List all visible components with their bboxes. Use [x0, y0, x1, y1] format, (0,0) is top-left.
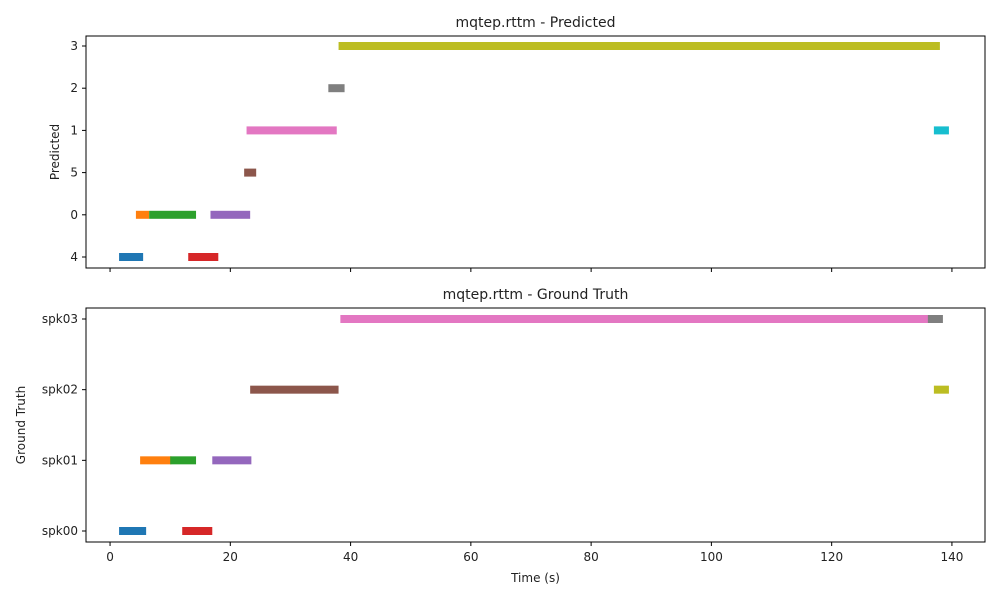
segment-bar-0-1: [135, 210, 150, 219]
y-tick-label: 1: [70, 123, 78, 137]
segment-bar-0-2: [149, 210, 197, 219]
segment-bar-2-7: [328, 84, 345, 93]
segment-bar-5-5: [244, 168, 257, 177]
segment-bar-3-8: [338, 42, 940, 50]
x-tick-label: 100: [700, 550, 723, 564]
x-tick-label: 20: [223, 550, 238, 564]
x-tick-label: 120: [820, 550, 843, 564]
y-axis-label: Ground Truth: [14, 386, 28, 464]
x-tick-label: 80: [583, 550, 598, 564]
chart-title: mqtep.rttm - Ground Truth: [443, 287, 629, 303]
segment-bar-spk03-6: [340, 315, 931, 323]
plot-frame: [85, 307, 986, 543]
segment-bar-spk01-1: [140, 456, 172, 465]
chart-title: mqtep.rttm - Predicted: [455, 15, 615, 31]
segment-bar-spk02-5: [250, 385, 339, 394]
x-tick-label: 140: [940, 550, 963, 564]
segment-bar-spk03-7: [927, 315, 943, 323]
segment-bar-spk00-0: [119, 527, 147, 535]
x-tick-label: 40: [343, 550, 358, 564]
y-tick-label: 2: [70, 81, 78, 95]
y-tick-label: 0: [70, 208, 78, 222]
segment-bar-1-9: [933, 126, 949, 135]
segment-bar-0-4: [210, 210, 251, 219]
segment-bar-4-3: [188, 253, 219, 261]
segment-bar-spk01-4: [212, 456, 252, 465]
segment-bar-4-0: [119, 253, 144, 261]
y-axis-label: Predicted: [48, 124, 62, 180]
y-tick-label: 5: [70, 166, 78, 180]
y-tick-label: spk01: [42, 453, 78, 467]
predicted-chart: 4 0 5 1 2 3 mqtep.rttm - Predicted Predicted: [48, 15, 986, 272]
y-tick-label: 4: [70, 250, 78, 264]
x-axis-label: Time (s): [510, 571, 560, 585]
y-tick-label: spk00: [42, 524, 78, 538]
y-tick-label: spk03: [42, 312, 78, 326]
segment-bar-spk00-3: [182, 527, 213, 535]
x-tick-label: 0: [106, 550, 114, 564]
segment-bar-spk02-8: [933, 385, 949, 394]
segment-bar-1-6: [246, 126, 337, 135]
segment-bar-spk01-2: [170, 456, 197, 465]
plot-frame: [85, 35, 986, 269]
ground-truth-chart: 0 20 40 60 80 100 120 140 spk00 spk01 spk02 spk03 mq…: [14, 287, 986, 585]
x-tick-label: 60: [463, 550, 478, 564]
y-tick-label: 3: [70, 39, 78, 53]
y-tick-label: spk02: [42, 383, 78, 397]
